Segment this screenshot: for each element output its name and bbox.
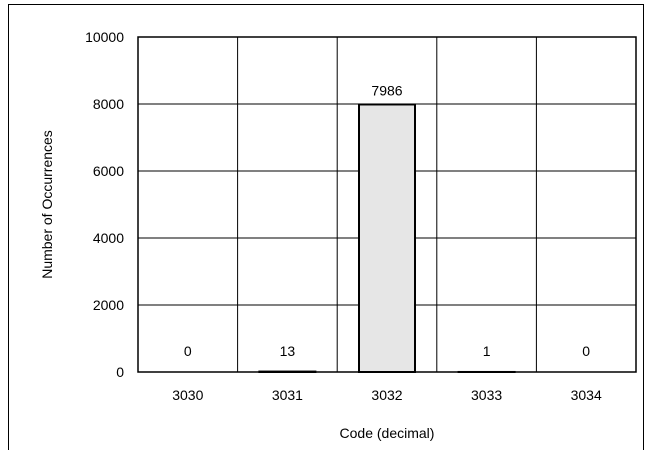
x-axis-label: Code (decimal) <box>340 425 435 441</box>
y-tick-label: 2000 <box>93 297 124 313</box>
data-label: 1 <box>483 343 491 359</box>
y-tick-label: 4000 <box>93 230 124 246</box>
data-label: 13 <box>280 343 296 359</box>
data-label: 0 <box>582 343 590 359</box>
y-tick-label: 0 <box>116 364 124 380</box>
plot-area-border <box>137 36 637 373</box>
x-tick-labels: 3030 3031 3032 3033 3034 <box>172 387 602 403</box>
y-tick-label: 6000 <box>93 163 124 179</box>
x-tick-label: 3032 <box>371 387 402 403</box>
y-tick-label: 10000 <box>85 29 124 45</box>
x-tick-label: 3031 <box>272 387 303 403</box>
data-label: 7986 <box>371 82 402 98</box>
data-label: 0 <box>184 343 192 359</box>
x-tick-label: 3033 <box>471 387 502 403</box>
x-tick-label: 3030 <box>172 387 203 403</box>
x-tick-label: 3034 <box>571 387 602 403</box>
chart-frame <box>8 4 644 450</box>
y-tick-labels: 0 2000 4000 6000 8000 10000 <box>85 29 124 380</box>
y-tick-label: 8000 <box>93 96 124 112</box>
data-labels: 0 13 7986 1 0 <box>184 82 590 359</box>
y-axis-label: Number of Occurrences <box>39 130 55 279</box>
bar-3032 <box>358 103 416 374</box>
